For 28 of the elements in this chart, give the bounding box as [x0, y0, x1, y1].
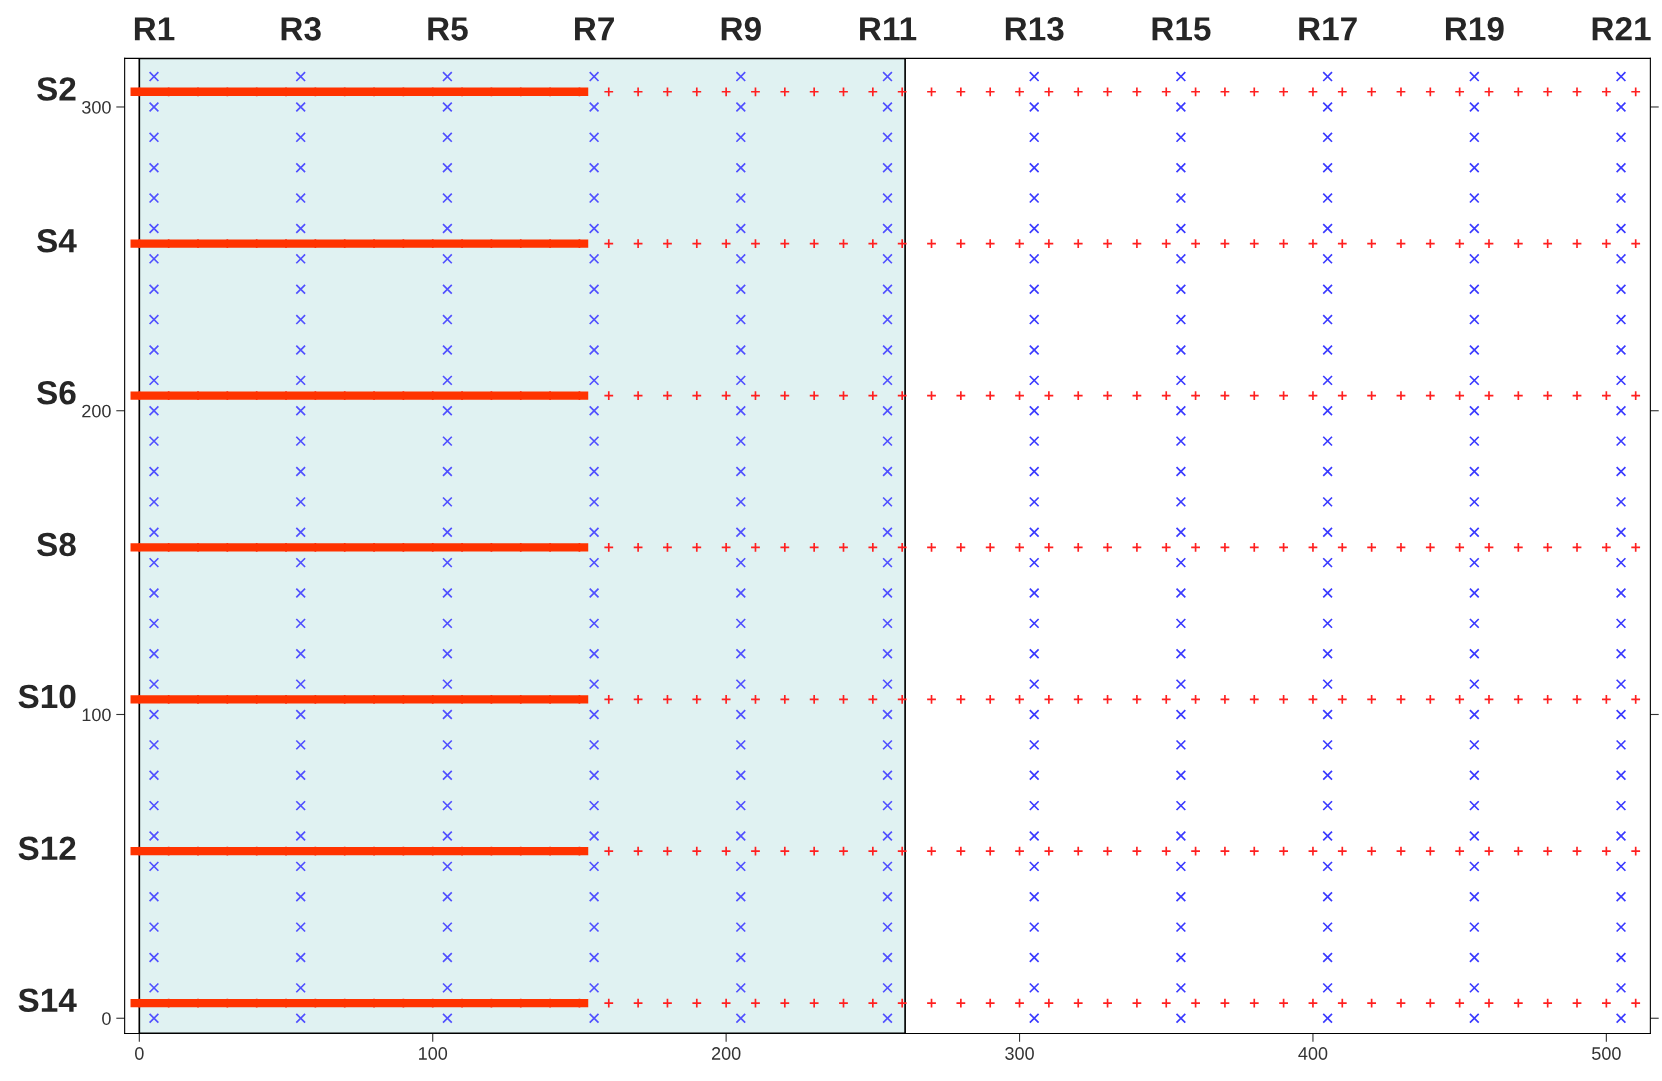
- x-tick-label: 500: [1592, 1047, 1621, 1060]
- annotation: R15: [1152, 17, 1211, 41]
- annotation: R21: [1592, 17, 1651, 41]
- x-tick-label: 400: [1298, 1047, 1328, 1060]
- annotation: S8: [37, 532, 76, 557]
- annotation: R7: [575, 17, 614, 41]
- annotation: R1: [134, 17, 175, 41]
- annotation: R3: [281, 17, 321, 41]
- annotation: S12: [18, 836, 76, 861]
- y-tick-label: 200: [82, 404, 111, 418]
- annotation: R19: [1445, 17, 1504, 41]
- annotation: S4: [37, 229, 77, 253]
- annotation: R13: [1005, 17, 1064, 41]
- x-tick-label: 100: [419, 1047, 448, 1060]
- annotation: R9: [721, 17, 761, 41]
- annotation: S14: [18, 988, 77, 1013]
- x-tick-label: 300: [1005, 1047, 1034, 1060]
- y-tick-label: 0: [102, 1012, 111, 1025]
- annotation: R5: [428, 17, 468, 41]
- y-tick-label: 100: [82, 708, 111, 722]
- annotation: S10: [18, 684, 76, 709]
- y-tick-label: 300: [82, 100, 111, 114]
- x-tick-label: 200: [711, 1047, 741, 1060]
- annotation: R11: [860, 17, 917, 41]
- annotation: S6: [37, 380, 76, 405]
- annotation: R17: [1299, 17, 1357, 41]
- x-tick-label: 0: [135, 1047, 144, 1060]
- annotation: S2: [37, 77, 76, 101]
